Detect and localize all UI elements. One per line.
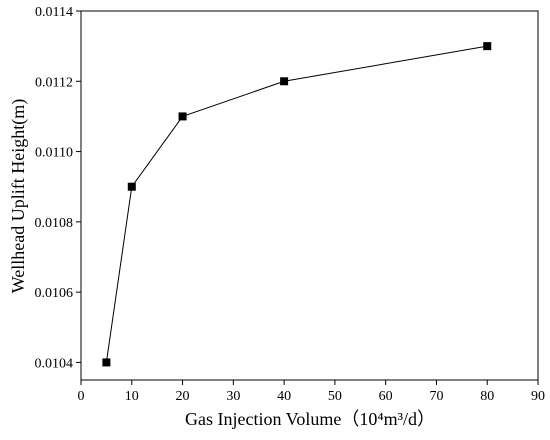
series-line	[105, 45, 488, 363]
y-tick-label: 0.0108	[35, 216, 74, 231]
x-tick-label: 50	[328, 389, 342, 404]
y-tick-label: 0.0110	[35, 146, 73, 161]
x-tick-label: 40	[277, 389, 291, 404]
x-tick-label: 90	[531, 389, 545, 404]
x-tick-label: 20	[176, 389, 190, 404]
data-point-marker	[178, 112, 187, 121]
x-axis-label: Gas Injection Volume（10⁴m³/d）	[185, 409, 435, 429]
y-tick-label: 0.0104	[35, 356, 74, 371]
data-point-marker	[280, 77, 289, 86]
x-tick-label: 70	[429, 389, 443, 404]
y-axis-ticks: 0.0104 0.0106 0.0108 0.0110 0.0112 0.0114	[35, 5, 81, 371]
y-axis-label: Wellhead Uplift Height(m)	[8, 99, 29, 294]
y-tick-label: 0.0106	[35, 286, 74, 301]
series-layer	[102, 42, 492, 367]
x-tick-label: 30	[226, 389, 240, 404]
plot-frame	[80, 10, 539, 381]
y-tick-label: 0.0114	[35, 5, 73, 20]
x-tick-label: 10	[125, 389, 139, 404]
x-tick-label: 0	[78, 389, 85, 404]
data-point-marker	[127, 182, 136, 191]
data-point-marker	[483, 42, 492, 51]
y-tick-label: 0.0112	[35, 75, 73, 90]
x-tick-label: 80	[480, 389, 494, 404]
x-axis-ticks: 0 10 20 30 40 50 60 70 80 90	[78, 380, 545, 404]
x-tick-label: 60	[379, 389, 393, 404]
data-point-marker	[102, 358, 111, 367]
